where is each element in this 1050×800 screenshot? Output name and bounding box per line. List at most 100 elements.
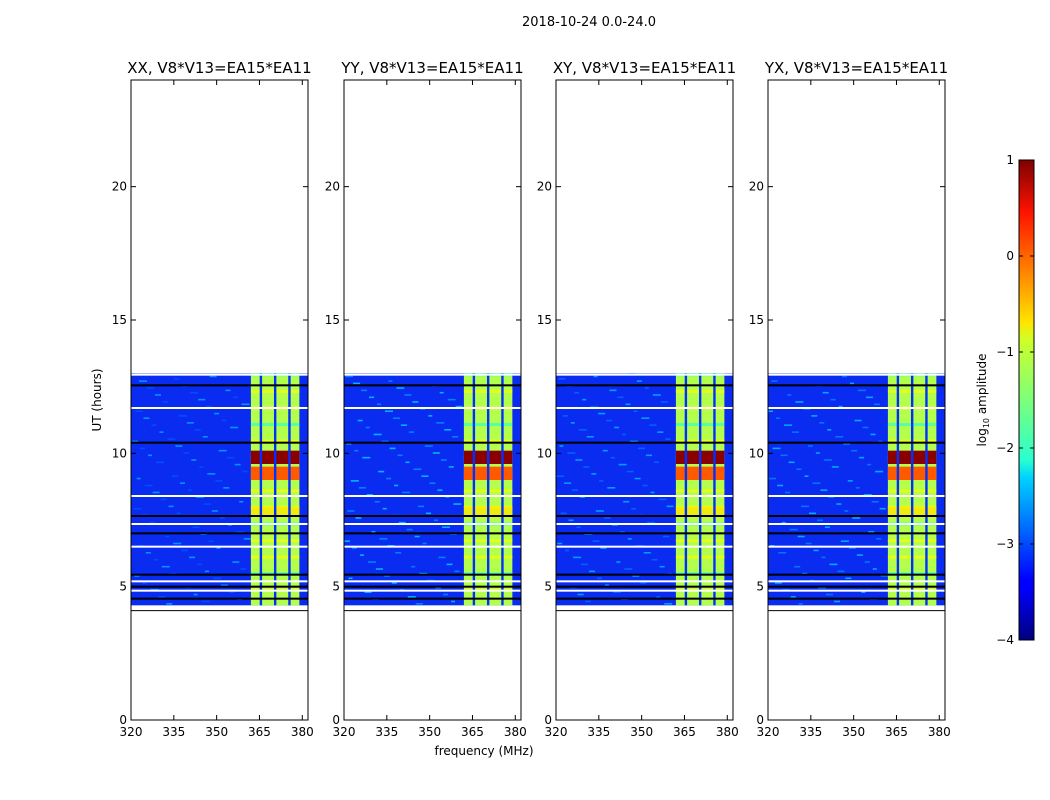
- noise-speckle: [213, 577, 222, 580]
- noise-speckle: [565, 549, 570, 552]
- noise-speckle: [567, 452, 576, 454]
- noise-speckle: [223, 487, 230, 489]
- y-tick-label: 10: [749, 446, 764, 460]
- noise-speckle: [578, 429, 587, 431]
- noise-speckle: [209, 375, 217, 378]
- flagged-row: [556, 580, 733, 583]
- noise-speckle: [771, 380, 778, 382]
- noise-speckle: [444, 429, 452, 431]
- colorbar-label: log10 amplitude: [975, 354, 991, 447]
- noise-speckle: [783, 424, 792, 426]
- noise-speckle: [570, 422, 575, 424]
- x-tick-label: 335: [375, 725, 398, 739]
- x-tick-label: 350: [418, 725, 441, 739]
- noise-speckle: [876, 538, 882, 540]
- noise-speckle: [775, 417, 780, 420]
- noise-speckle: [599, 480, 604, 482]
- panel-yy: YY, V8*V13=EA15*EA11 320 335 350 365 380 0 5 10 1…: [325, 59, 527, 739]
- flagged-row: [768, 515, 945, 517]
- flagged-row: [344, 589, 521, 592]
- noise-speckle: [133, 507, 142, 510]
- noise-speckle: [880, 575, 889, 577]
- noise-speckle: [557, 542, 563, 545]
- noise-speckle: [571, 489, 578, 491]
- noise-speckle: [454, 570, 460, 573]
- noise-speckle: [239, 500, 244, 503]
- noise-speckle: [636, 380, 642, 382]
- noise-speckle: [453, 503, 462, 505]
- y-tick-label: 5: [332, 580, 340, 594]
- noise-speckle: [626, 470, 634, 473]
- panel-xy: XY, V8*V13=EA15*EA11 320 335 350 365 380 0 5 10 1…: [537, 59, 739, 739]
- colorbar-tick-label: −2: [996, 441, 1014, 455]
- noise-speckle: [167, 438, 176, 440]
- noise-speckle: [568, 519, 574, 522]
- noise-speckle: [873, 403, 880, 406]
- noise-speckle: [391, 582, 397, 584]
- noise-speckle: [353, 382, 361, 385]
- noise-speckle: [422, 542, 427, 545]
- noise-speckle: [241, 403, 250, 406]
- noise-speckle: [148, 454, 153, 457]
- noise-speckle: [151, 424, 157, 426]
- noise-speckle: [822, 391, 829, 394]
- noise-speckle: [575, 459, 583, 461]
- noise-speckle: [645, 454, 652, 457]
- noise-speckle: [836, 503, 842, 505]
- noise-speckle: [802, 572, 808, 575]
- noise-speckle: [785, 491, 791, 494]
- noise-speckle: [240, 568, 247, 570]
- noise-speckle: [843, 442, 851, 445]
- noise-speckle: [201, 600, 210, 603]
- noise-speckle: [840, 540, 849, 542]
- colorbar: 10−1−2−3−4 log10 amplitude: [975, 153, 1035, 647]
- noise-speckle: [447, 398, 456, 401]
- noise-speckle: [369, 396, 375, 399]
- flagged-row: [556, 515, 733, 517]
- noise-speckle: [215, 480, 223, 482]
- noise-speckle: [421, 475, 429, 478]
- noise-speckle: [878, 440, 883, 443]
- y-tick-label: 0: [332, 713, 340, 727]
- flagged-row: [768, 407, 945, 409]
- noise-speckle: [602, 449, 608, 452]
- noise-speckle: [233, 396, 238, 399]
- noise-speckle: [202, 435, 208, 438]
- band-gap: [910, 373, 914, 606]
- flagged-row: [344, 585, 521, 588]
- noise-speckle: [586, 435, 594, 438]
- band-gap: [259, 373, 263, 606]
- noise-speckle: [154, 394, 161, 396]
- noise-speckle: [140, 447, 146, 450]
- noise-speckle: [558, 377, 566, 380]
- noise-speckle: [579, 496, 585, 498]
- flagged-row: [344, 407, 521, 409]
- flagged-row: [556, 605, 733, 608]
- colorbar-tick-label: 1: [1006, 153, 1014, 167]
- x-tick-label: 365: [885, 725, 908, 739]
- x-tick-label: 380: [291, 725, 314, 739]
- band-gap: [713, 373, 716, 606]
- noise-speckle: [386, 477, 392, 480]
- x-tick-label: 350: [842, 725, 865, 739]
- noise-speckle: [660, 401, 668, 403]
- noise-speckle: [146, 387, 154, 389]
- noise-speckle: [228, 591, 235, 594]
- noise-speckle: [827, 429, 832, 431]
- noise-speckle: [864, 561, 870, 563]
- flagged-row: [556, 373, 733, 376]
- noise-speckle: [823, 459, 832, 461]
- noise-speckle: [415, 603, 423, 605]
- flagged-row: [344, 523, 521, 525]
- noise-speckle: [780, 454, 788, 457]
- noise-speckle: [788, 461, 795, 464]
- noise-speckle: [445, 496, 450, 498]
- flagged-row: [556, 441, 733, 444]
- x-tick-label: 335: [162, 725, 185, 739]
- panel-title: YX, V8*V13=EA15*EA11: [764, 59, 948, 77]
- noise-speckle: [366, 493, 373, 496]
- flagged-row: [556, 495, 733, 497]
- x-tick-label: 320: [333, 725, 356, 739]
- x-tick-label: 380: [928, 725, 951, 739]
- noise-speckle: [351, 547, 357, 549]
